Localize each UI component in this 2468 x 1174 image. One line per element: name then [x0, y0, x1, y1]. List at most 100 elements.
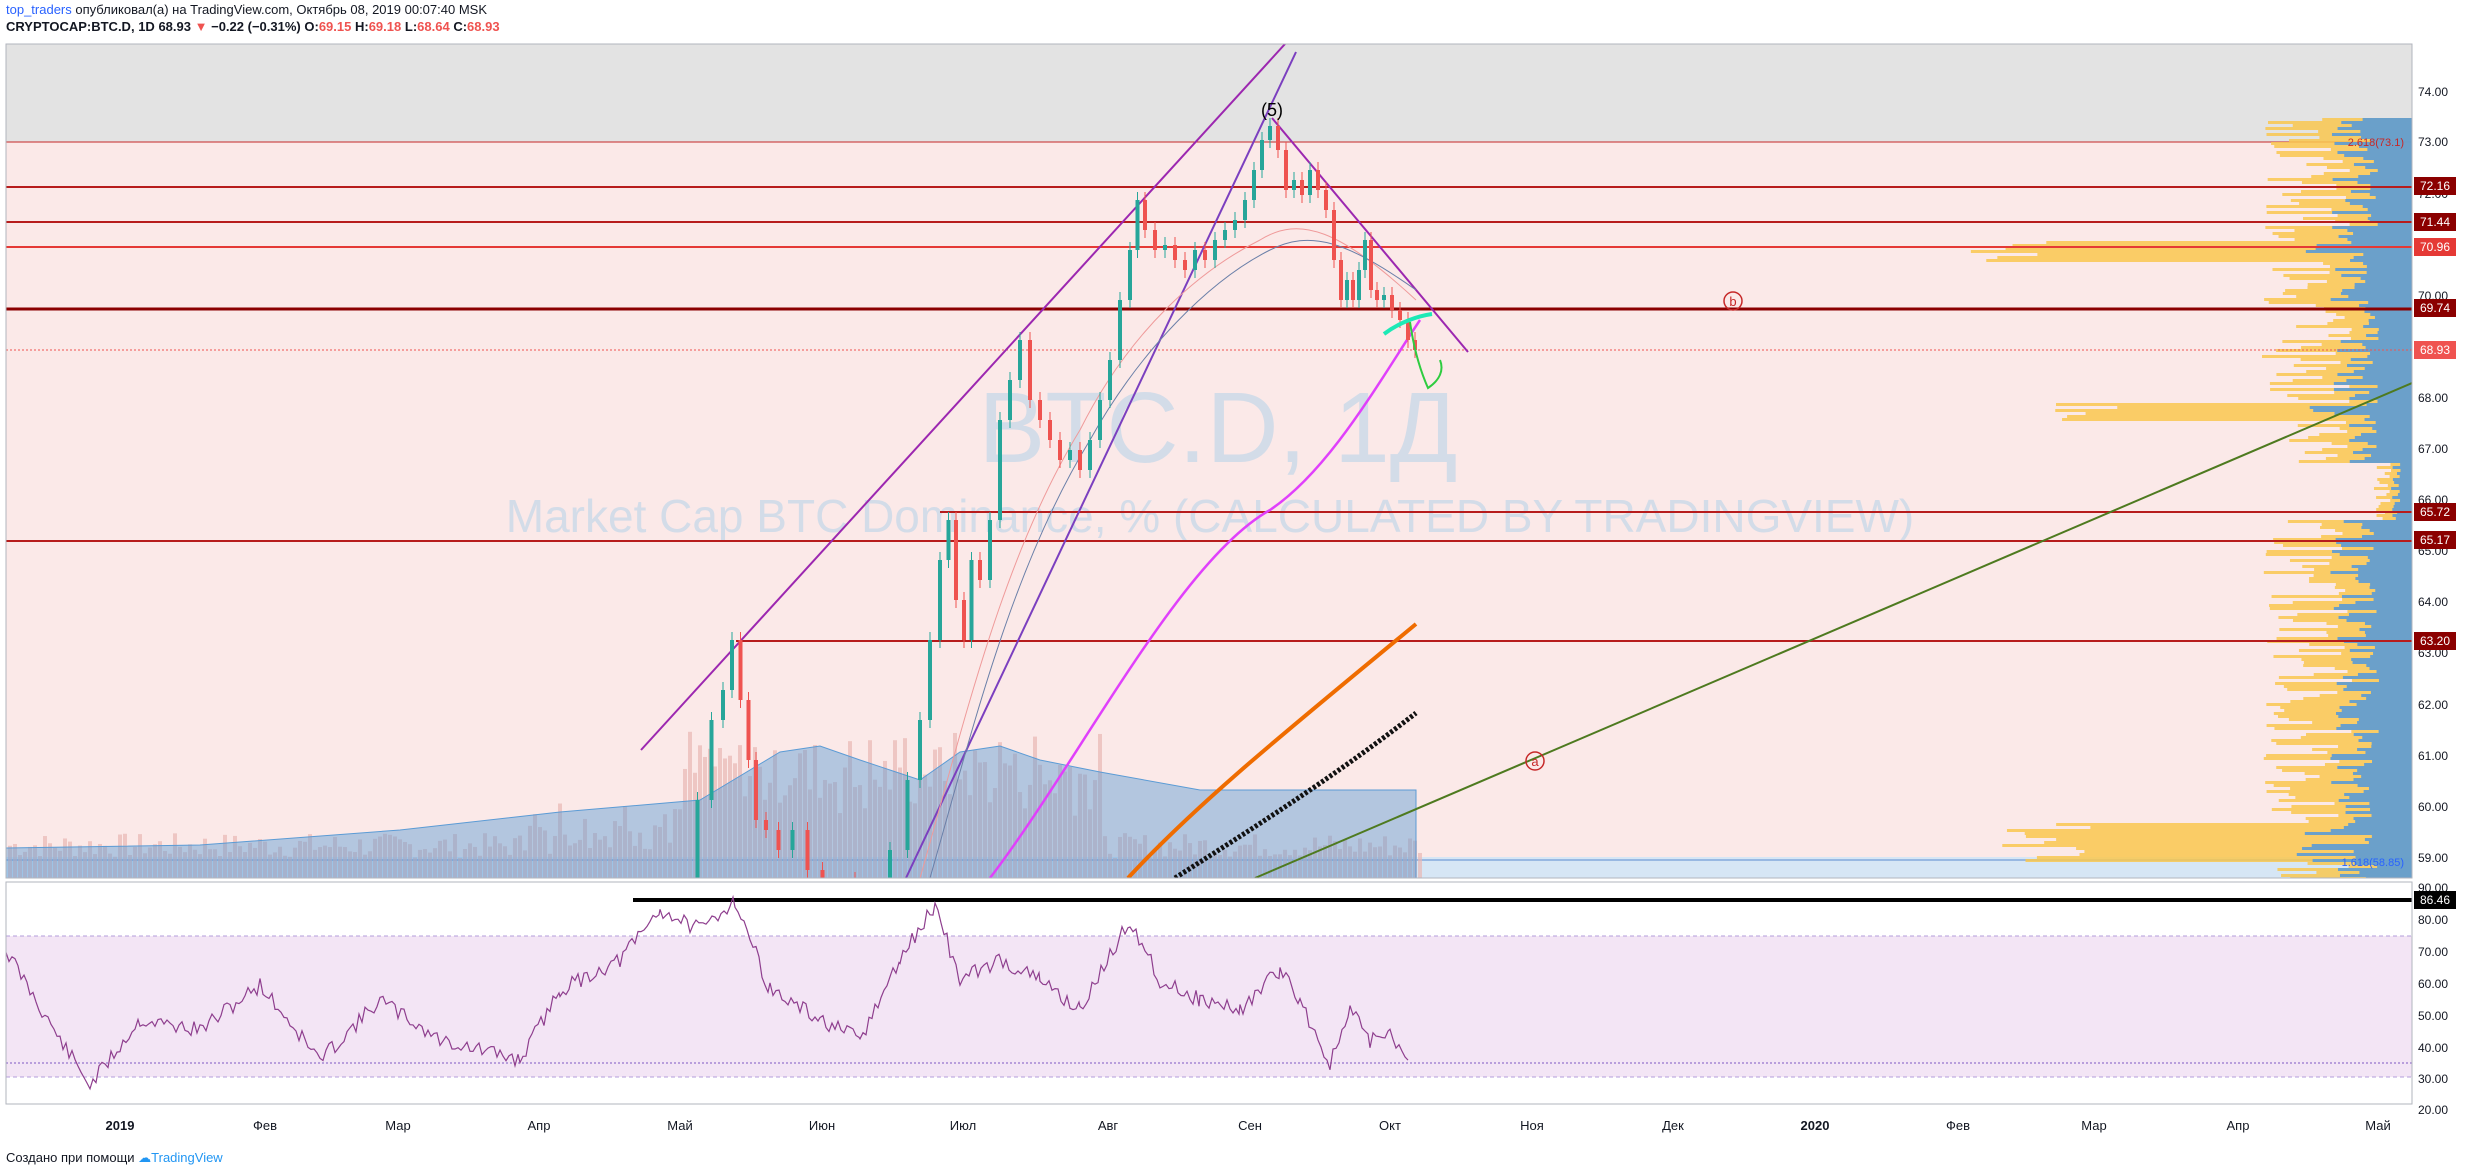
volume-bar — [333, 837, 337, 878]
volume-bar — [248, 842, 252, 878]
volume-bar — [893, 740, 897, 878]
volume-profile-bar-blue — [2341, 121, 2412, 124]
volume-bar — [28, 846, 32, 878]
volume-profile-bar — [2303, 217, 2412, 220]
price-label-badge — [2414, 503, 2456, 521]
volume-bar — [848, 741, 852, 878]
price-tick-label: 73.00 — [2418, 135, 2448, 149]
volume-profile-bar-blue — [2377, 223, 2412, 226]
volume-bar — [643, 848, 647, 878]
candle-body — [946, 520, 951, 560]
volume-bar — [1043, 784, 1047, 878]
volume-profile-bar-blue — [2392, 466, 2412, 469]
volume-profile-bar — [2289, 277, 2412, 280]
volume-profile-bar — [2268, 301, 2412, 304]
tradingview-link[interactable]: TradingView — [151, 1150, 223, 1165]
volume-profile-bar — [2117, 406, 2412, 409]
volume-profile-bar-blue — [2357, 721, 2412, 724]
volume-profile-bar — [2266, 703, 2412, 706]
volume-bar — [623, 806, 627, 878]
chart-canvas[interactable]: BTC.D, 1Д Market Cap BTC Dominance, % (C… — [0, 0, 2468, 1150]
volume-bar — [488, 846, 492, 878]
volume-profile-bar-blue — [2355, 820, 2412, 823]
volume-profile-bar-blue — [2311, 844, 2412, 847]
wave-a-marker — [1525, 751, 1545, 771]
volume-bar — [1333, 841, 1337, 878]
volume-profile-bar — [2085, 412, 2412, 415]
volume-bar — [1038, 764, 1042, 878]
author-link[interactable]: top_traders — [6, 2, 72, 17]
volume-profile-bar-blue — [2358, 580, 2412, 583]
volume-profile-bar — [2037, 253, 2412, 256]
volume-profile-bar-blue — [2330, 298, 2412, 301]
volume-profile-bar-blue — [2377, 865, 2412, 868]
volume-profile-bar-blue — [2395, 517, 2412, 520]
volume-bar — [513, 838, 517, 878]
volume-bar — [428, 852, 432, 878]
volume-profile-bar-blue — [2376, 610, 2412, 613]
candle-body — [1048, 420, 1052, 440]
volume-profile-bar-blue — [2375, 196, 2412, 199]
candle-body — [1153, 230, 1157, 250]
price-label-text: 70.96 — [2420, 240, 2450, 254]
volume-bar — [1058, 765, 1062, 878]
volume-bar — [1263, 849, 1267, 878]
volume-bar — [393, 836, 397, 878]
volume-bar — [1288, 855, 1292, 878]
volume-bar — [1123, 833, 1127, 878]
volume-bar — [313, 849, 317, 878]
rsi-axis[interactable]: 90.0080.0070.0060.0050.0040.0030.0020.00… — [2414, 881, 2456, 1117]
volume-profile-bar — [2044, 841, 2412, 844]
volume-bar — [773, 750, 777, 878]
volume-profile-bar-blue — [2371, 742, 2412, 745]
volume-bar — [673, 809, 677, 878]
candle-body — [1243, 200, 1247, 220]
candle-body — [1018, 340, 1022, 380]
volume-bar — [348, 851, 352, 878]
close-label: C: — [453, 19, 468, 34]
symbol-name[interactable]: CRYPTOCAP:BTC.D — [6, 19, 131, 34]
volume-bar — [788, 785, 792, 878]
volume-profile-bar-blue — [2347, 238, 2412, 241]
volume-bar — [33, 845, 37, 878]
time-axis-label: Май — [2365, 1118, 2390, 1133]
chart-header: top_traders опубликовал(а) на TradingVie… — [0, 0, 2468, 42]
interval-label[interactable]: 1D — [138, 19, 155, 34]
volume-profile-bar — [2056, 403, 2412, 406]
candle-body — [1406, 320, 1410, 340]
volume-bar — [1253, 834, 1257, 878]
volume-bar — [273, 852, 277, 878]
volume-profile-bar-blue — [2371, 214, 2412, 217]
volume-bar — [573, 843, 577, 878]
volume-bar — [68, 841, 72, 878]
volume-profile-bar-blue — [2333, 607, 2412, 610]
volume-profile-bar-blue — [2340, 292, 2412, 295]
time-axis[interactable]: 2019 Фев Мар Апр Май Июн Июл Авг Сен Окт Ноя Дек 202… — [106, 1118, 2391, 1133]
volume-profile-bar-blue — [2370, 691, 2412, 694]
price-axis[interactable]: 74.0073.0072.0071.0070.0069.0068.0067.00… — [2414, 85, 2456, 865]
volume-profile-bar-blue — [2339, 874, 2412, 877]
volume-bar — [608, 847, 612, 878]
volume-bar — [53, 847, 57, 878]
volume-bar — [603, 836, 607, 878]
channel-lower-line — [905, 51, 1297, 878]
volume-bar — [43, 836, 47, 878]
volume-bar — [468, 843, 472, 878]
ma-slow-line — [929, 239, 1417, 878]
volume-profile-bar-blue — [2364, 838, 2412, 841]
volume-profile-bar-blue — [2338, 799, 2412, 802]
volume-bar — [683, 768, 687, 878]
volume-bar — [413, 857, 417, 878]
volume-bar — [1188, 843, 1192, 878]
price-label-text: 68.93 — [2420, 343, 2450, 357]
volume-profile-bar — [1970, 250, 2412, 253]
volume-bar — [933, 749, 937, 878]
volume-profile-bar-blue — [2392, 478, 2412, 481]
candle-body — [1300, 180, 1304, 195]
volume-profile-bar-blue — [2362, 535, 2412, 538]
volume-profile-bar-blue — [2373, 160, 2412, 163]
volume-bar — [693, 772, 697, 878]
volume-profile-bar-blue — [2357, 643, 2412, 646]
volume-bar — [963, 770, 967, 878]
volume-profile-bar-blue — [2361, 433, 2412, 436]
